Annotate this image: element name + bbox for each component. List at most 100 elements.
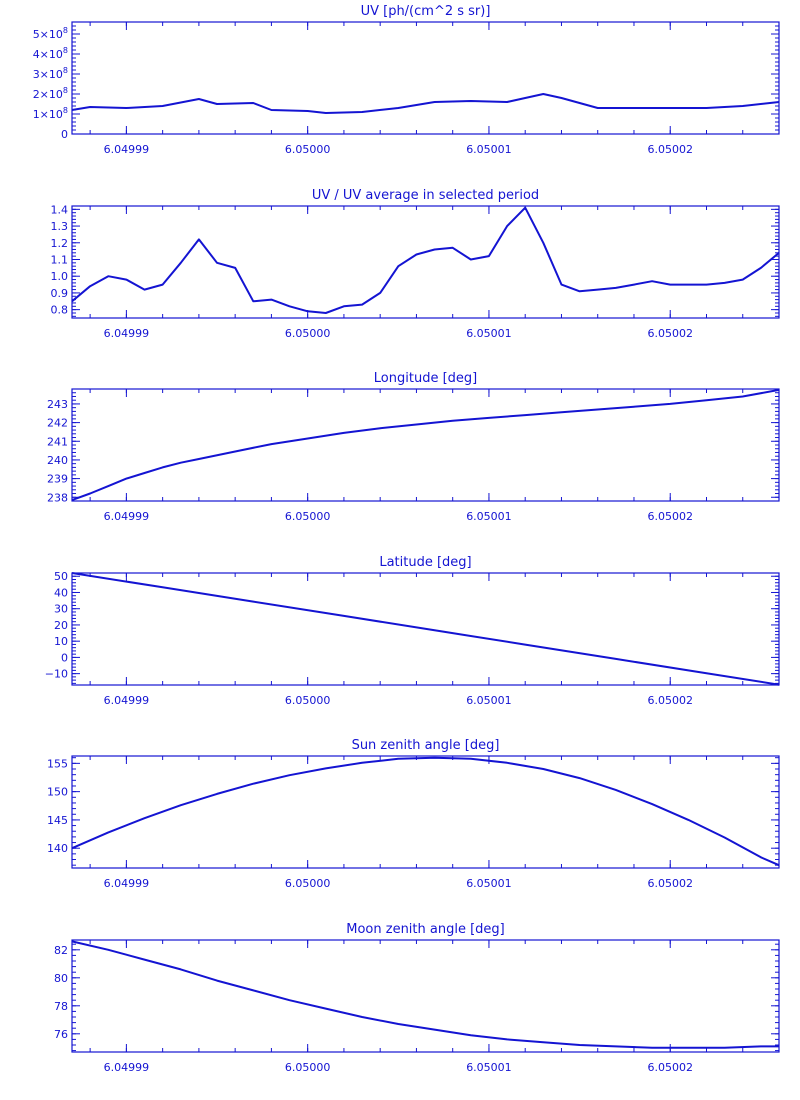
x-tick-label: 6.05002: [647, 510, 693, 523]
y-tick-label-base: 1.2: [51, 237, 69, 250]
y-tick-label: 76: [54, 1028, 68, 1041]
y-tick-label-base: 155: [47, 757, 68, 770]
plot-frame: [71, 939, 780, 1053]
chart-title: Moon zenith angle [deg]: [346, 922, 504, 937]
y-tick-label-base: 50: [54, 570, 68, 583]
y-tick-label: 82: [54, 944, 68, 957]
y-tick-label-exponent: 8: [63, 106, 68, 115]
x-tick-label: 6.05002: [647, 327, 693, 340]
chart-title: Latitude [deg]: [379, 555, 471, 570]
y-tick-label: 4×108: [33, 46, 68, 61]
y-tick-label-base: 10: [54, 635, 68, 648]
chart-panel-3: Longitude [deg] 6.04999 6.05000 6.05001 6.05…: [47, 371, 780, 523]
y-tick-label-base: 242: [47, 417, 68, 430]
x-tick-label: 6.05001: [466, 327, 512, 340]
y-tick-label-base: 20: [54, 619, 68, 632]
y-tick-label: 1×108: [33, 106, 68, 121]
y-tick-label-base: 76: [54, 1028, 68, 1041]
chart-panel-2: UV / UV average in selected period 6.0499…: [51, 188, 780, 340]
x-tick-label: 6.05001: [466, 143, 512, 156]
x-tick-label: 6.05002: [647, 694, 693, 707]
chart-title: UV / UV average in selected period: [312, 188, 539, 203]
series-line: [71, 206, 780, 314]
x-tick-label: 6.05002: [647, 1061, 693, 1074]
x-tick-label: 6.04999: [104, 143, 150, 156]
x-tick-label: 6.05001: [466, 1061, 512, 1074]
chart-panel-5: Sun zenith angle [deg] 6.04999 6.05000 6.05…: [47, 738, 780, 890]
y-tick-label-base: 40: [54, 586, 68, 599]
y-tick-label-exponent: 8: [63, 66, 68, 75]
y-tick-label-base: 145: [47, 814, 68, 827]
y-tick-label: 20: [54, 619, 68, 632]
y-tick-label: 1.2: [51, 237, 69, 250]
x-tick-label: 6.05002: [647, 877, 693, 890]
y-tick-label-exponent: 8: [63, 46, 68, 55]
y-tick-label: 0: [61, 128, 68, 141]
y-tick-label: 40: [54, 586, 68, 599]
x-tick-label: 6.05002: [647, 143, 693, 156]
y-tick-label-base: 238: [47, 491, 68, 504]
x-tick-label: 6.04999: [104, 694, 150, 707]
y-tick-label: 240: [47, 454, 68, 467]
x-tick-label: 6.04999: [104, 1061, 150, 1074]
y-tick-label-base: 80: [54, 972, 68, 985]
x-tick-label: 6.05000: [285, 143, 331, 156]
chart-title: Longitude [deg]: [374, 371, 477, 386]
y-tick-label-base: 1.4: [51, 203, 69, 216]
y-tick-label-base: −10: [45, 668, 68, 681]
y-tick-label: 1.3: [51, 220, 69, 233]
y-tick-label-exponent: 8: [63, 26, 68, 35]
y-tick-label: 0.8: [51, 304, 69, 317]
y-tick-label: 0: [61, 651, 68, 664]
y-tick-label-base: 1.0: [51, 270, 69, 283]
x-tick-label: 6.05001: [466, 694, 512, 707]
y-tick-label: 1.0: [51, 270, 69, 283]
y-tick-label: 3×108: [33, 66, 68, 81]
plot-frame: [71, 21, 780, 135]
y-tick-label-base: 140: [47, 842, 68, 855]
y-tick-label: 1.4: [51, 203, 69, 216]
y-tick-label-base: 4×10: [33, 48, 63, 61]
plot-frame: [71, 205, 780, 319]
y-tick-label-base: 2×10: [33, 88, 63, 101]
series-line: [71, 756, 780, 867]
y-tick-label: 241: [47, 435, 68, 448]
y-tick-label: 243: [47, 398, 68, 411]
y-tick-label: 1.1: [51, 253, 69, 266]
y-tick-label-base: 0: [61, 128, 68, 141]
y-tick-label-base: 0: [61, 651, 68, 664]
y-tick-label-base: 82: [54, 944, 68, 957]
chart-title: Sun zenith angle [deg]: [352, 738, 500, 753]
y-tick-label: 140: [47, 842, 68, 855]
y-tick-label: 238: [47, 491, 68, 504]
y-tick-label-base: 0.8: [51, 304, 69, 317]
y-tick-label-base: 30: [54, 603, 68, 616]
x-tick-label: 6.05001: [466, 510, 512, 523]
x-tick-label: 6.05001: [466, 877, 512, 890]
y-tick-label: 50: [54, 570, 68, 583]
y-tick-label-base: 240: [47, 454, 68, 467]
y-tick-label: 145: [47, 814, 68, 827]
y-tick-label: 150: [47, 786, 68, 799]
x-tick-label: 6.04999: [104, 877, 150, 890]
y-tick-label: 242: [47, 417, 68, 430]
y-tick-label-base: 1.3: [51, 220, 69, 233]
series-line: [71, 93, 780, 114]
series-line: [71, 388, 780, 502]
y-tick-label-base: 241: [47, 435, 68, 448]
y-tick-label: 30: [54, 603, 68, 616]
x-tick-label: 6.05000: [285, 694, 331, 707]
y-tick-label: 80: [54, 972, 68, 985]
x-tick-label: 6.04999: [104, 510, 150, 523]
x-tick-label: 6.05000: [285, 877, 331, 890]
chart-panel-6: Moon zenith angle [deg] 6.04999 6.05000 6.0…: [54, 922, 780, 1074]
plot-frame: [71, 755, 780, 869]
x-tick-label: 6.05000: [285, 327, 331, 340]
y-tick-label-base: 1×10: [33, 108, 63, 121]
series-line: [71, 940, 779, 1049]
y-tick-label: 0.9: [51, 287, 69, 300]
y-tick-label: 78: [54, 1000, 68, 1013]
chart-panel-1: UV [ph/(cm^2 s sr)] 6.04999 6.05000 6.05001…: [33, 4, 780, 156]
y-tick-label-base: 150: [47, 786, 68, 799]
